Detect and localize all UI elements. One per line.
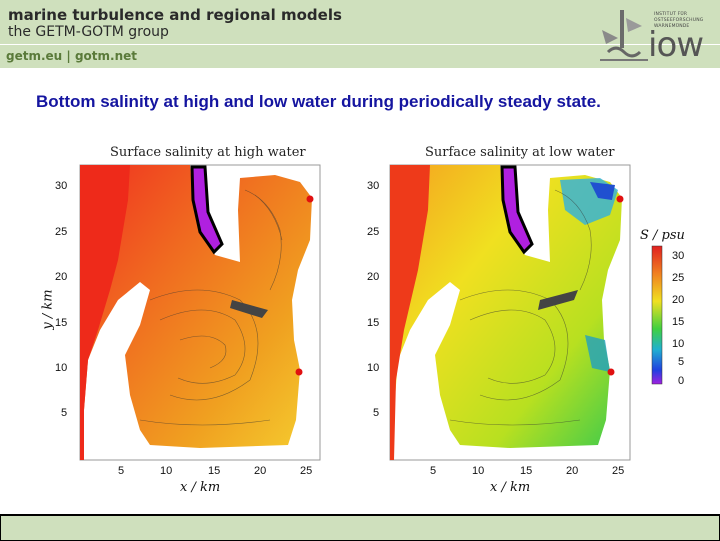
left-y-tick-25: 25 <box>55 226 68 238</box>
colorbar-tick-25: 25 <box>672 272 685 284</box>
left-y-axis-label: y / km <box>40 289 56 330</box>
right-y-tick-15: 15 <box>367 317 380 329</box>
right-salinity-map <box>389 164 631 461</box>
iow-logo-mark-icon <box>600 10 648 61</box>
left-y-tick-5: 5 <box>61 407 68 419</box>
right-x-tick-5: 5 <box>430 465 437 477</box>
right-y-tick-30: 30 <box>367 180 380 192</box>
logo-wordmark: iow <box>648 25 704 65</box>
left-x-tick-15: 15 <box>208 465 221 477</box>
left-x-tick-25: 25 <box>300 465 313 477</box>
slide-caption: Bottom salinity at high and low water du… <box>36 92 601 111</box>
colorbar-tick-20: 20 <box>672 294 685 306</box>
logo-line-2: OSTSEEFORSCHUNG <box>654 18 704 23</box>
left-salinity-map <box>79 164 321 461</box>
colorbar-tick-30: 30 <box>672 250 685 262</box>
right-plot-title: Surface salinity at low water <box>425 145 615 160</box>
colorbar-label: S / psu <box>640 228 685 243</box>
left-y-tick-15: 15 <box>55 317 68 329</box>
colorbar-tick-0: 0 <box>678 375 685 387</box>
footer-bar <box>0 514 720 541</box>
right-y-tick-10: 10 <box>367 362 380 374</box>
banner-divider <box>0 44 720 45</box>
banner-links[interactable]: getm.eu | gotm.net <box>6 49 137 63</box>
right-x-tick-15: 15 <box>520 465 533 477</box>
header-banner: marine turbulence and regional models th… <box>0 0 720 68</box>
right-x-axis-label: x / km <box>490 480 531 495</box>
left-x-tick-20: 20 <box>254 465 267 477</box>
logo-line-1: INSTITUT FÜR <box>654 12 688 17</box>
colorbar-tick-10: 10 <box>672 338 685 350</box>
right-y-tick-25: 25 <box>367 226 380 238</box>
left-x-tick-5: 5 <box>118 465 125 477</box>
right-y-tick-5: 5 <box>373 407 380 419</box>
left-x-tick-10: 10 <box>160 465 173 477</box>
left-y-tick-10: 10 <box>55 362 68 374</box>
left-y-tick-30: 30 <box>55 180 68 192</box>
right-x-tick-20: 20 <box>566 465 579 477</box>
colorbar-tick-5: 5 <box>678 356 685 368</box>
right-x-tick-25: 25 <box>612 465 625 477</box>
banner-subtitle: the GETM-GOTM group <box>8 24 169 40</box>
left-plot-title: Surface salinity at high water <box>110 145 306 160</box>
right-x-tick-10: 10 <box>472 465 485 477</box>
right-y-tick-20: 20 <box>367 271 380 283</box>
banner-title: marine turbulence and regional models <box>8 6 342 24</box>
iow-logo: INSTITUT FÜR OSTSEEFORSCHUNG WARNEMÜNDE … <box>598 6 716 64</box>
colorbar <box>651 245 663 385</box>
left-y-tick-20: 20 <box>55 271 68 283</box>
left-x-axis-label: x / km <box>180 480 221 495</box>
colorbar-tick-15: 15 <box>672 316 685 328</box>
logo-line-3: WARNEMÜNDE <box>654 24 690 29</box>
